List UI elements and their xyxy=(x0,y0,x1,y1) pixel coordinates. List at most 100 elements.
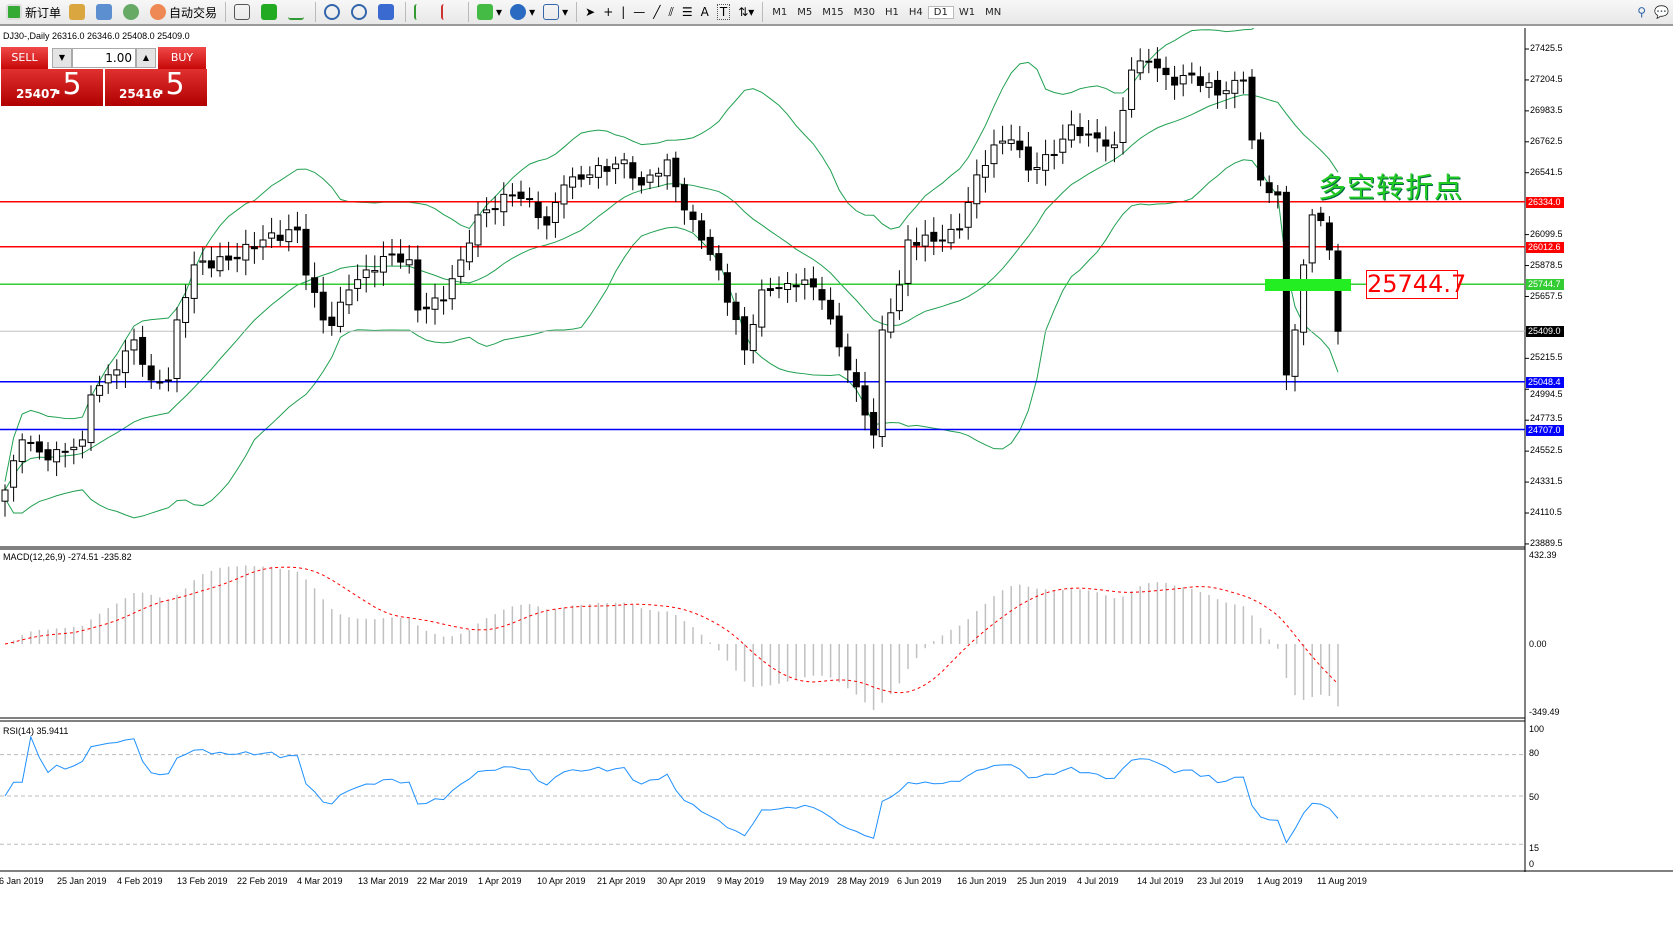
chat-button[interactable]: 💬 xyxy=(1650,1,1673,23)
periods-button[interactable]: ▾ xyxy=(506,1,539,23)
crosshair-icon: + xyxy=(603,5,614,19)
signals-button[interactable] xyxy=(119,1,146,23)
text-label-tool[interactable]: T xyxy=(713,1,734,23)
candlestick-icon xyxy=(261,4,278,20)
macd-panel[interactable] xyxy=(0,548,1673,720)
cursor-tool[interactable]: ➤ xyxy=(581,1,599,23)
candle-body xyxy=(913,242,921,246)
volume-input[interactable]: 1.00 xyxy=(72,48,136,68)
timeframe-m1[interactable]: M1 xyxy=(772,6,788,18)
buy-price[interactable]: 25416 .5 xyxy=(105,67,207,106)
date-axis-label: 14 Jul 2019 xyxy=(1137,876,1184,886)
horizontal-line-tool[interactable]: — xyxy=(629,1,649,23)
search-button[interactable]: ⚲ xyxy=(1633,1,1650,23)
candle-body xyxy=(302,228,310,276)
candle-body xyxy=(766,288,774,291)
candle-body xyxy=(61,450,69,453)
macd-axis-zero: 0.00 xyxy=(1529,639,1547,649)
candle-body xyxy=(1007,139,1015,144)
rsi-axis-100: 100 xyxy=(1529,724,1545,734)
tile-windows-button[interactable] xyxy=(374,1,401,23)
pivot-zone-marker[interactable] xyxy=(1265,279,1351,291)
volume-down-button[interactable]: ▼ xyxy=(52,48,72,68)
timeframe-h1[interactable]: H1 xyxy=(885,6,899,18)
candle-body xyxy=(698,220,706,241)
candle-body xyxy=(422,306,430,310)
price-axis-label: 25215.5 xyxy=(1530,352,1563,363)
auto-trading-button[interactable]: 自动交易 xyxy=(146,1,221,23)
candle-body xyxy=(792,284,800,288)
templates-button[interactable]: ▾ xyxy=(539,1,572,23)
candle-body xyxy=(44,449,52,461)
line-chart-button[interactable] xyxy=(284,1,311,23)
bar-chart-button[interactable] xyxy=(230,1,257,23)
candle-body xyxy=(663,159,671,177)
cursor-icon: ➤ xyxy=(585,5,596,19)
candle-body xyxy=(895,284,903,312)
timeframe-d1[interactable]: D1 xyxy=(927,5,954,19)
price-line-label: 25048.4 xyxy=(1526,376,1564,388)
candle-body xyxy=(199,260,207,263)
candle-body xyxy=(1119,109,1127,143)
candle-body xyxy=(70,446,78,451)
trendline-tool[interactable]: ╱ xyxy=(649,1,664,23)
autoscroll-button[interactable] xyxy=(410,1,437,23)
channel-icon: ⫽ xyxy=(668,4,674,19)
indicators-button[interactable]: ▾ xyxy=(473,1,506,23)
candle-body xyxy=(543,216,551,226)
chart-shift-button[interactable] xyxy=(437,1,464,23)
crosshair-tool[interactable]: + xyxy=(599,1,617,23)
timeframe-m15[interactable]: M15 xyxy=(822,6,844,18)
candle-body xyxy=(1102,139,1110,147)
candle-body xyxy=(1205,82,1213,88)
text-tool[interactable]: A xyxy=(700,5,709,19)
candle-body xyxy=(964,201,972,228)
vertical-line-tool[interactable]: | xyxy=(617,1,629,23)
buy-button[interactable]: BUY xyxy=(158,47,206,69)
annotation-price-box[interactable]: 25744.7 xyxy=(1366,270,1467,299)
date-axis-label: 13 Mar 2019 xyxy=(358,876,409,886)
navigator-button[interactable] xyxy=(92,1,119,23)
sell-button[interactable]: SELL xyxy=(1,47,48,69)
arrows-tool[interactable]: ⇅▾ xyxy=(734,1,758,23)
rsi-axis-0: 0 xyxy=(1529,859,1535,869)
date-axis-label: 1 Aug 2019 xyxy=(1257,876,1303,886)
channel-tool[interactable]: ⫽ xyxy=(665,1,678,23)
timeframe-w1[interactable]: W1 xyxy=(958,6,976,18)
vertical-line-icon: | xyxy=(621,5,626,19)
candle-body xyxy=(680,184,688,211)
timeframe-mn[interactable]: MN xyxy=(985,6,1002,18)
trendline-icon: ╱ xyxy=(653,5,661,19)
price-axis-label: 25878.5 xyxy=(1530,259,1563,270)
price-axis-label: 24331.5 xyxy=(1530,476,1563,487)
timeframe-m5[interactable]: M5 xyxy=(797,6,813,18)
candle-body xyxy=(216,256,224,272)
timeframe-m30[interactable]: M30 xyxy=(853,6,876,18)
template-icon xyxy=(543,4,560,20)
zoom-in-button[interactable] xyxy=(320,1,347,23)
rsi-panel[interactable] xyxy=(0,720,1673,872)
signal-icon xyxy=(123,4,140,20)
candle-body xyxy=(448,278,456,300)
folder-icon xyxy=(69,4,86,20)
date-axis-label: 9 May 2019 xyxy=(717,876,765,886)
candle-body xyxy=(10,460,18,488)
candle-body xyxy=(225,255,233,261)
candle-body xyxy=(250,246,258,250)
candle-body xyxy=(431,297,439,310)
volume-up-button[interactable]: ▲ xyxy=(136,48,156,68)
timeframe-h4[interactable]: H4 xyxy=(908,6,923,18)
candle-body xyxy=(1076,126,1084,137)
new-order-button[interactable]: 新订单 xyxy=(2,1,65,23)
candlestick-button[interactable] xyxy=(257,1,284,23)
date-axis-label: 4 Feb 2019 xyxy=(117,876,163,886)
zoom-out-button[interactable] xyxy=(347,1,374,23)
macd-axis-min: -349.49 xyxy=(1529,707,1560,717)
bollinger-middle xyxy=(4,94,1339,491)
candle-body xyxy=(809,278,817,288)
candle-body xyxy=(1,489,9,502)
fibonacci-tool[interactable]: ☰ xyxy=(678,1,697,23)
sell-price[interactable]: 25407 .5 xyxy=(1,67,103,106)
market-watch-button[interactable] xyxy=(65,1,92,23)
annotation-text[interactable]: 多空转折点 xyxy=(1318,171,1464,204)
